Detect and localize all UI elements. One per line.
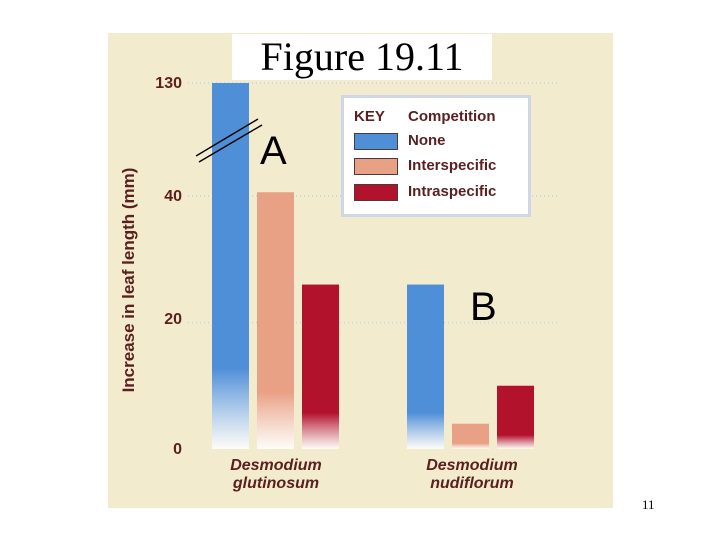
bar-interspecific	[452, 423, 489, 449]
bar-interspecific	[257, 192, 294, 449]
legend-swatch-interspecific	[354, 158, 398, 175]
y-tick-label: 20	[164, 311, 182, 328]
marker-a: A	[260, 129, 287, 173]
legend-key-word: KEY	[354, 108, 385, 125]
x-category-label: Desmodium glutinosum	[230, 457, 322, 492]
y-tick-label: 0	[173, 441, 182, 458]
y-tick-label: 130	[155, 75, 182, 92]
y-axis-label: Increase in leaf length (mm)	[119, 167, 138, 393]
legend-swatch-none	[354, 133, 398, 150]
legend-swatch-intraspecific	[354, 184, 398, 201]
bar-none	[212, 83, 249, 449]
marker-b: B	[470, 285, 497, 329]
legend-label-interspecific: Interspecific	[408, 157, 497, 174]
axis-break-mark	[198, 124, 263, 163]
bar-intraspecific	[497, 385, 534, 449]
axis-break-mark	[195, 118, 259, 157]
legend-title-text: Competition	[408, 108, 496, 125]
legend-label-none: None	[408, 132, 446, 149]
y-tick-label: 40	[164, 188, 182, 205]
figure-title: Figure 19.11	[232, 34, 492, 80]
legend-label-intraspecific: Intraspecific	[408, 183, 497, 200]
x-category-label: Desmodium nudiflorum	[426, 457, 518, 492]
legend: KEY Competition None Interspecific Intra…	[344, 98, 528, 214]
bar-intraspecific	[302, 284, 339, 449]
page-number: 11	[642, 497, 655, 512]
bar-none	[407, 284, 444, 449]
